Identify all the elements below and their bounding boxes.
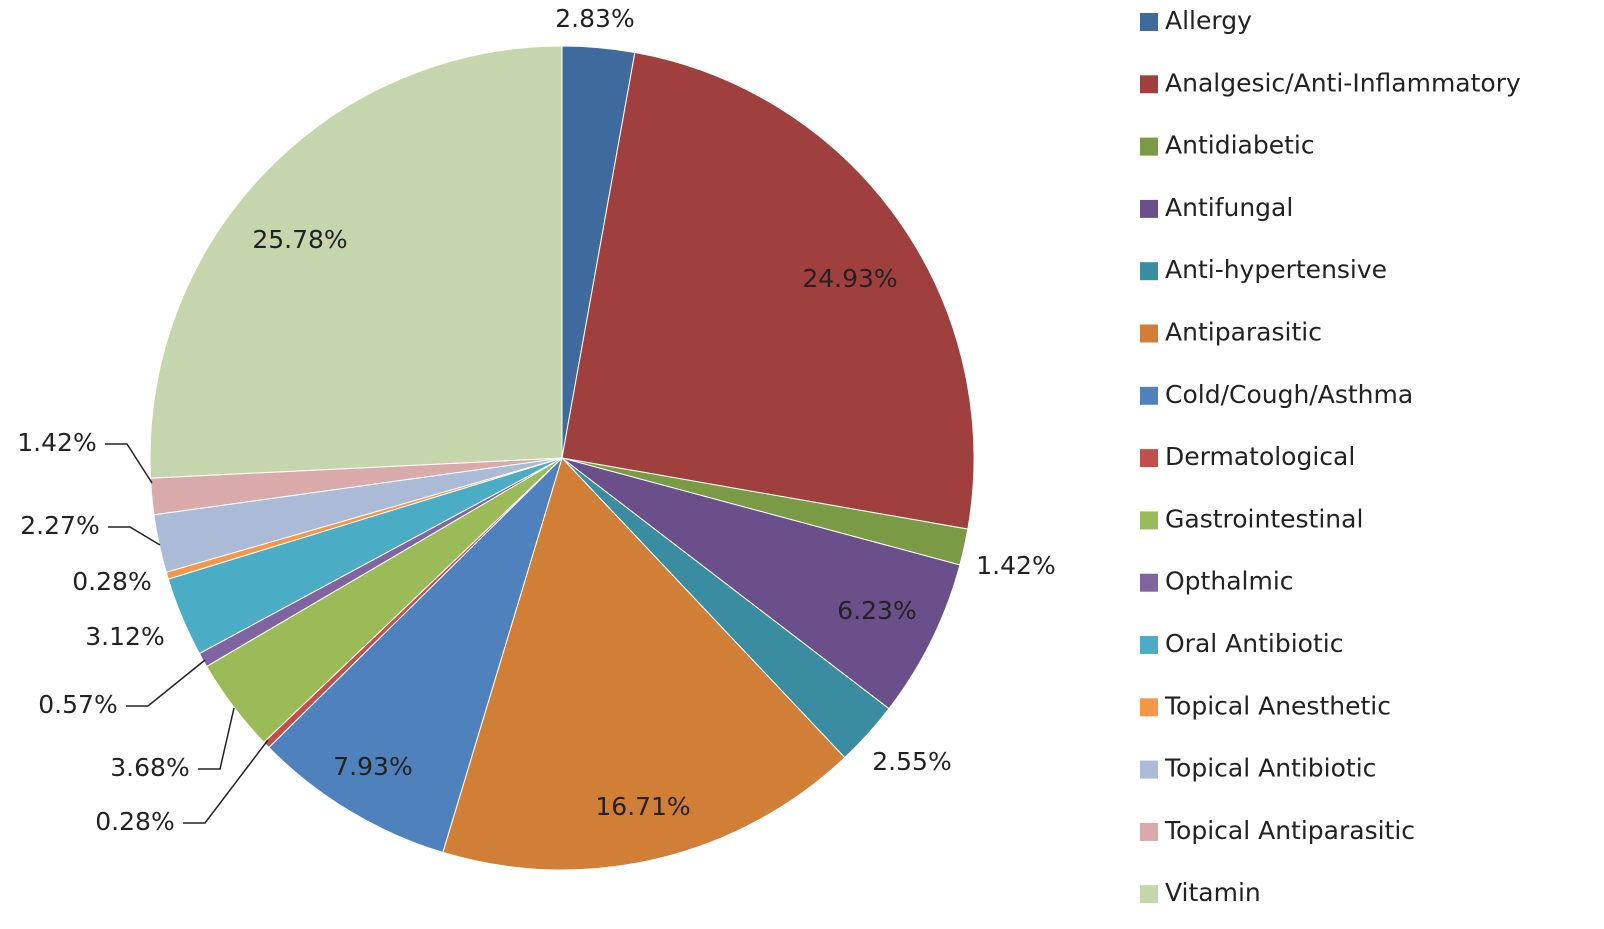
data-label: 0.28%: [72, 567, 151, 596]
legend-swatch: [1140, 760, 1158, 779]
leader-line: [126, 659, 206, 707]
legend-swatch: [1140, 386, 1158, 405]
legend-label: Antiparasitic: [1165, 318, 1322, 347]
legend-label: Topical Antibiotic: [1164, 754, 1376, 783]
leader-line: [105, 443, 153, 484]
data-label: 25.78%: [252, 225, 347, 254]
leader-line: [198, 707, 235, 770]
data-label: 1.42%: [17, 428, 96, 457]
legend-label: Topical Anesthetic: [1164, 691, 1391, 720]
data-label: 1.42%: [976, 551, 1055, 580]
pie-slice: [268, 457, 563, 854]
legend-label: Antidiabetic: [1165, 131, 1315, 160]
legend-swatch: [1140, 75, 1158, 94]
data-label: 6.23%: [837, 596, 916, 625]
legend-label: Oral Antibiotic: [1165, 629, 1343, 658]
data-label: 7.93%: [333, 752, 412, 781]
pie-slice: [149, 45, 563, 479]
legend-swatch: [1140, 885, 1158, 904]
pie-slice: [561, 457, 961, 710]
data-label: 2.27%: [20, 511, 99, 540]
legend-swatch: [1140, 698, 1158, 717]
legend-label: Cold/Cough/Asthma: [1165, 380, 1413, 409]
data-label: 16.71%: [595, 792, 690, 821]
legend-label: Opthalmic: [1165, 567, 1294, 596]
legend-label: Allergy: [1165, 6, 1252, 35]
data-label: 3.12%: [85, 622, 164, 651]
legend-swatch: [1140, 511, 1158, 530]
legend-label: Analgesic/Anti-Inflammatory: [1165, 68, 1521, 97]
legend-label: Gastrointestinal: [1165, 504, 1363, 533]
legend-swatch: [1140, 822, 1158, 841]
legend-label: Vitamin: [1165, 878, 1261, 907]
legend-label: Anti-hypertensive: [1165, 255, 1387, 284]
legend-swatch: [1140, 137, 1158, 156]
legend-swatch: [1140, 13, 1158, 31]
legend-swatch: [1140, 199, 1158, 218]
legend-swatch: [1140, 449, 1158, 468]
legend-swatch: [1140, 324, 1158, 343]
legend-swatch: [1140, 636, 1158, 654]
data-label: 2.55%: [872, 747, 951, 776]
legend-label: Topical Antiparasitic: [1164, 816, 1415, 845]
leader-line: [108, 526, 161, 546]
pie-slice: [442, 457, 846, 871]
data-label: 24.93%: [802, 264, 897, 293]
legend-label: Dermatological: [1165, 442, 1355, 471]
legend-swatch: [1140, 573, 1158, 592]
data-label: 3.68%: [110, 753, 189, 782]
data-label: 0.57%: [38, 690, 117, 719]
data-label: 2.83%: [555, 4, 634, 33]
legend-label: Antifungal: [1165, 193, 1293, 222]
legend-swatch: [1140, 262, 1158, 281]
leader-line: [183, 739, 269, 824]
pie-slice: [561, 51, 975, 530]
data-label: 0.28%: [95, 807, 174, 836]
